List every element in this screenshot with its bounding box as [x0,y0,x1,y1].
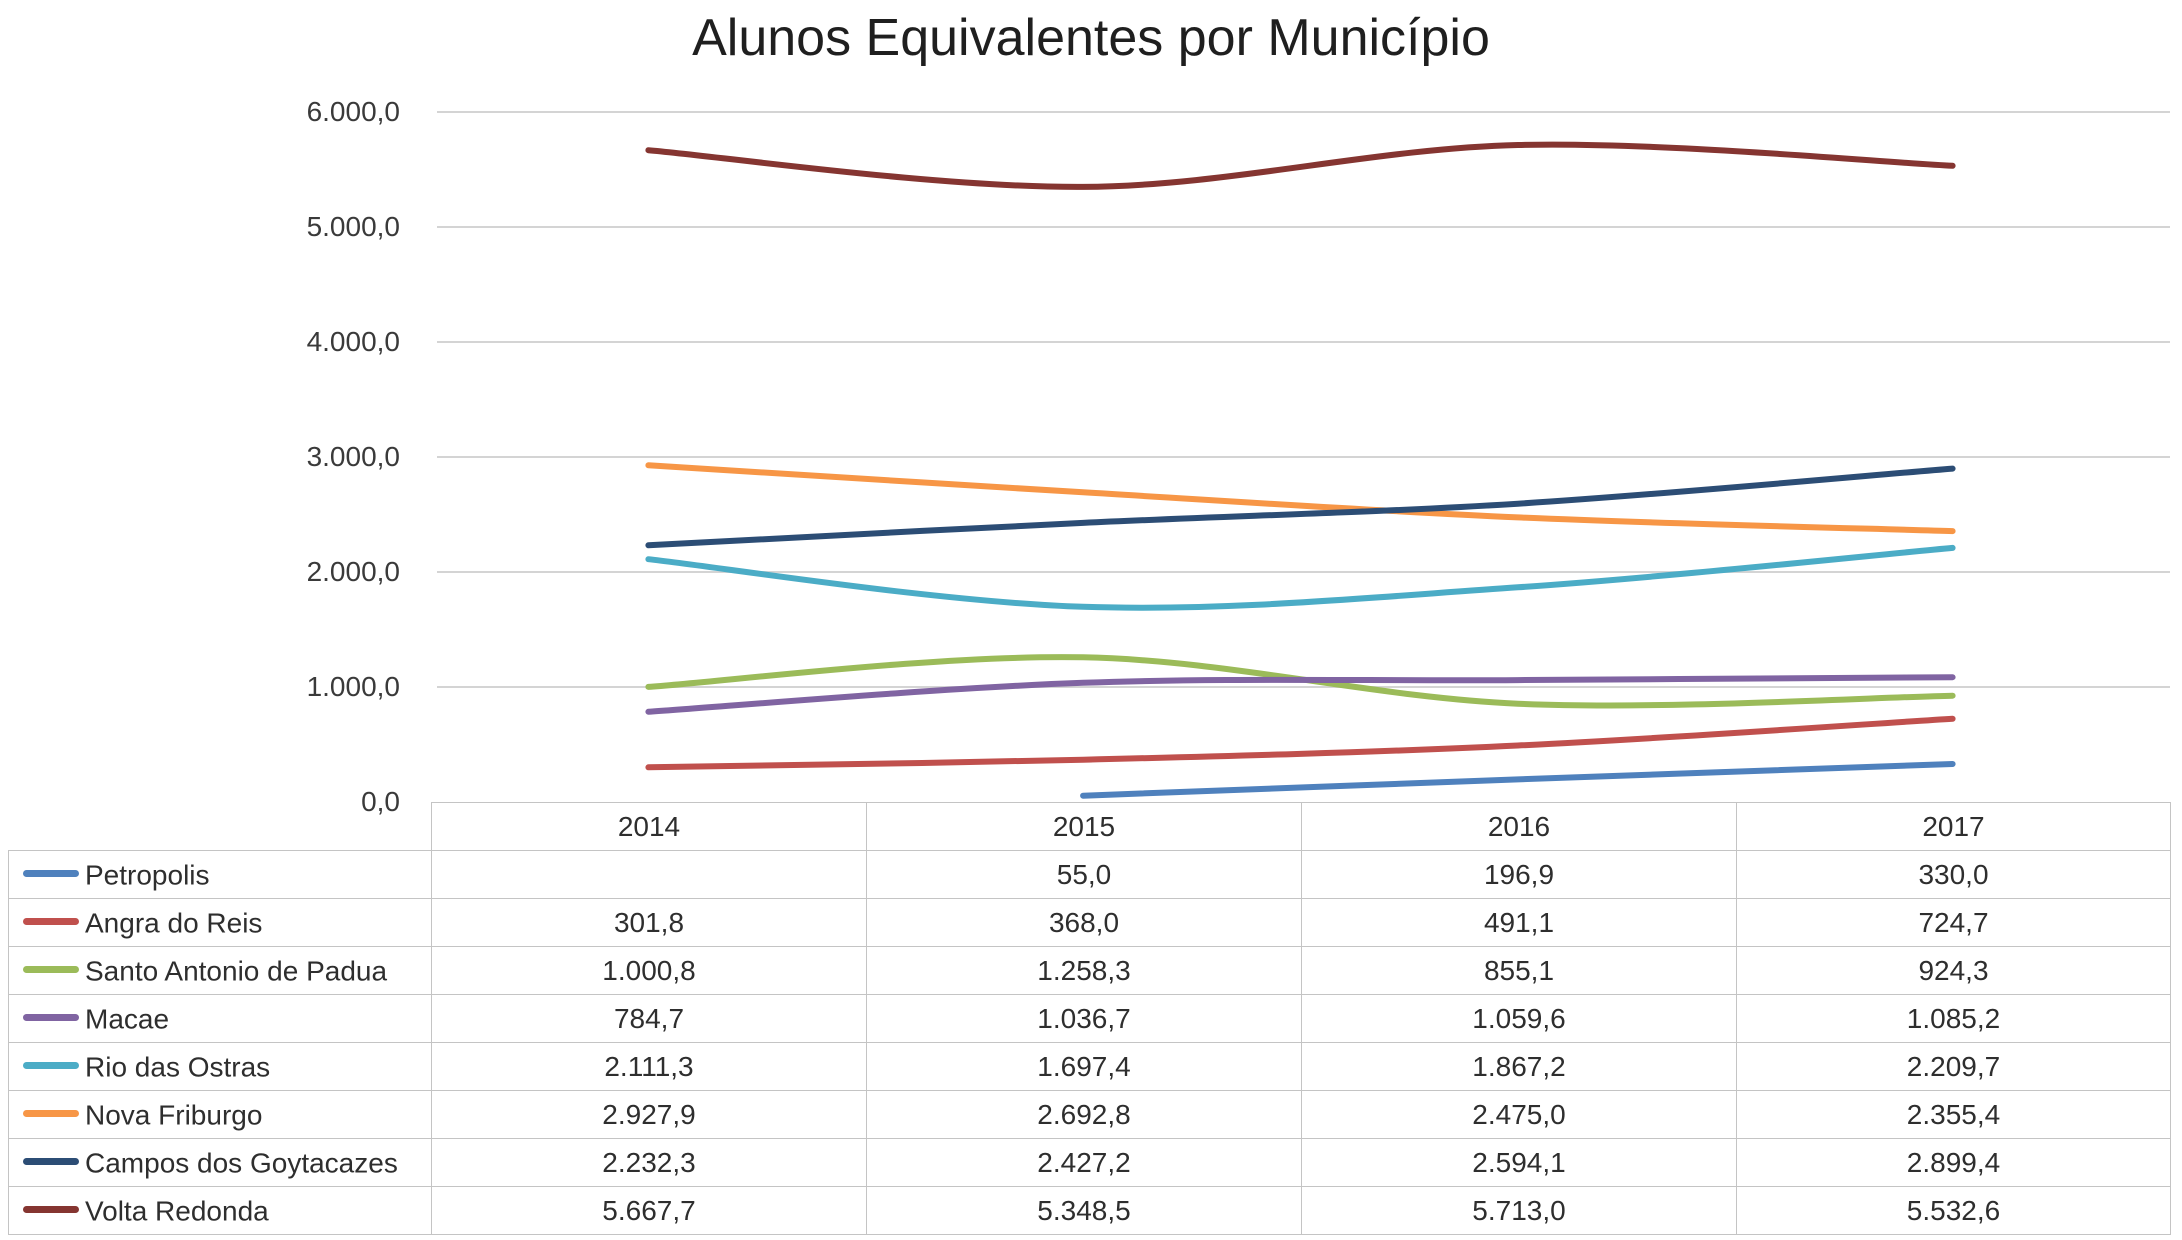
table-row: Campos dos Goytacazes 2.232,3 2.427,2 2.… [8,1138,2171,1187]
value-cell: 2.594,1 [1301,1138,1737,1187]
year-header: 2017 [1736,802,2171,851]
value-cell: 1.697,4 [866,1042,1302,1091]
legend-swatch-nova-friburgo [23,1109,79,1117]
series-name-label: Angra do Reis [85,907,263,939]
table-header-row: 2014 2015 2016 2017 [9,802,2171,851]
value-cell: 2.427,2 [866,1138,1302,1187]
line-series-nova-friburgo [645,462,1956,535]
legend-swatch-volta-redonda [23,1205,79,1213]
line-series-volta-redonda [645,141,1956,190]
value-cell: 1.258,3 [866,946,1302,995]
year-header: 2015 [866,802,1302,851]
value-cell: 1.085,2 [1736,994,2171,1043]
y-axis-tick-label: 0,0 [361,786,400,817]
y-axis-tick-label: 1.000,0 [306,671,400,702]
value-cell: 1.036,7 [866,994,1302,1043]
legend-swatch-campos-dos-goytacazes [23,1157,79,1165]
table-row: Petropolis 55,0 196,9 330,0 [8,850,2171,899]
legend-swatch-petropolis [23,869,79,877]
line-series-macae [645,674,1956,715]
table-row: Rio das Ostras 2.111,3 1.697,4 1.867,2 2… [8,1042,2171,1091]
value-cell: 1.000,8 [431,946,867,995]
value-cell: 724,7 [1736,898,2171,947]
series-name-label: Nova Friburgo [85,1099,263,1131]
y-axis-tick-label: 2.000,0 [306,556,400,587]
value-cell: 1.059,6 [1301,994,1737,1043]
table-row: Volta Redonda 5.667,7 5.348,5 5.713,0 5.… [8,1186,2171,1235]
legend-swatch-santo-antonio-de-padua [23,965,79,973]
value-cell: 2.355,4 [1736,1090,2171,1139]
value-cell: 1.867,2 [1301,1042,1737,1091]
value-cell: 855,1 [1301,946,1737,995]
series-name-label: Macae [85,1003,170,1035]
value-cell: 2.475,0 [1301,1090,1737,1139]
value-cell: 2.927,9 [431,1090,867,1139]
table-corner-cell [9,803,432,851]
value-cell: 2.209,7 [1736,1042,2171,1091]
line-series-rio-das-ostras [645,544,1956,611]
table-row: Nova Friburgo 2.927,9 2.692,8 2.475,0 2.… [8,1090,2171,1139]
series-name-label: Santo Antonio de Padua [85,955,388,987]
legend-swatch-macae [23,1013,79,1021]
value-cell: 55,0 [866,850,1302,899]
year-header: 2016 [1301,802,1737,851]
table-row: Macae 784,7 1.036,7 1.059,6 1.085,2 [8,994,2171,1043]
table-row: Santo Antonio de Padua 1.000,8 1.258,3 8… [8,946,2171,995]
line-series-campos-dos-goytacazes [645,465,1956,549]
line-series-petropolis [1080,761,1956,799]
value-cell: 2.899,4 [1736,1138,2171,1187]
value-cell: 5.713,0 [1301,1186,1737,1235]
value-cell: 2.232,3 [431,1138,867,1187]
value-cell: 491,1 [1301,898,1737,947]
y-axis-tick-label: 3.000,0 [306,441,400,472]
value-cell: 924,3 [1736,946,2171,995]
value-cell: 301,8 [431,898,867,947]
y-axis-tick-label: 4.000,0 [306,326,400,357]
value-cell: 784,7 [431,994,867,1043]
value-cell: 5.532,6 [1736,1186,2171,1235]
value-cell: 2.692,8 [866,1090,1302,1139]
y-axis-tick-label: 5.000,0 [306,211,400,242]
table-row: Angra do Reis 301,8 368,0 491,1 724,7 [8,898,2171,947]
value-cell: 368,0 [866,898,1302,947]
value-cell: 5.667,7 [431,1186,867,1235]
series-name-label: Volta Redonda [85,1195,269,1227]
series-name-label: Rio das Ostras [85,1051,271,1083]
line-series-angra-do-reis [645,715,1956,771]
year-header: 2014 [431,802,867,851]
value-cell: 2.111,3 [431,1042,867,1091]
value-cell: 330,0 [1736,850,2171,899]
series-name-label: Campos dos Goytacazes [85,1147,398,1179]
series-name-label: Petropolis [85,859,210,891]
chart-title: Alunos Equivalentes por Município [692,9,1490,67]
plot-area [437,111,2170,799]
value-cell: 5.348,5 [866,1186,1302,1235]
legend-swatch-angra-do-reis [23,917,79,925]
value-cell: 196,9 [1301,850,1737,899]
legend-swatch-rio-das-ostras [23,1061,79,1069]
y-axis-tick-label: 6.000,0 [306,96,400,127]
value-cell [431,850,867,899]
data-table: 2014 2015 2016 2017 Petropolis 55,0 196,… [8,802,2171,1235]
